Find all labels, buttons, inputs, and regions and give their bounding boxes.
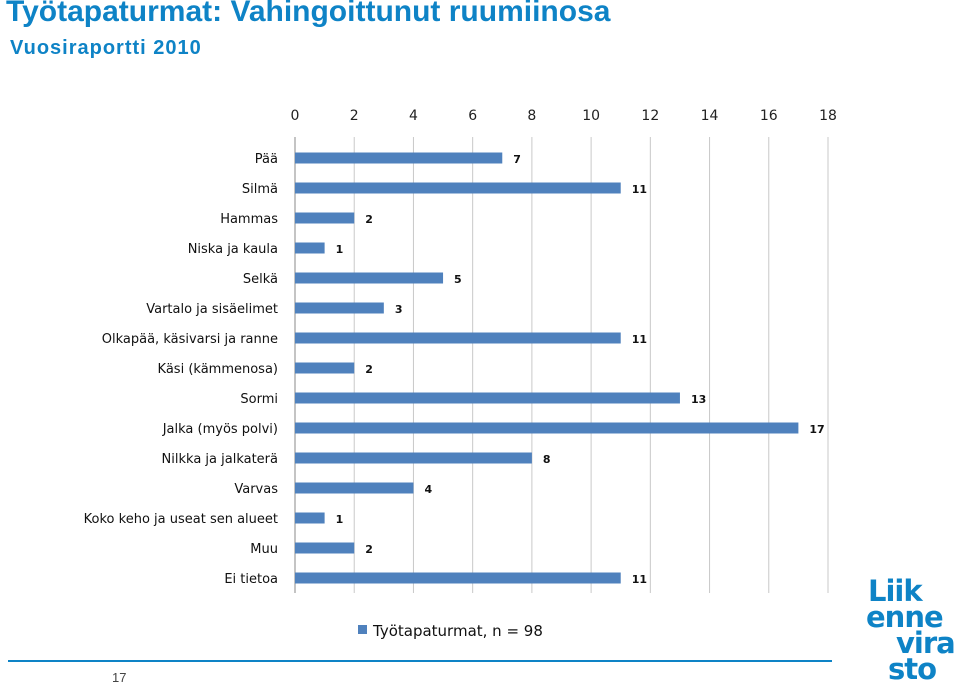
data-label: 1: [336, 513, 344, 526]
category-label: Silmä: [242, 182, 278, 197]
category-label: Sormi: [240, 392, 278, 407]
gridlines: [294, 137, 829, 593]
data-label: 3: [395, 303, 403, 316]
logo-line-2: enne: [866, 600, 944, 634]
bar: [295, 182, 621, 194]
bar: [295, 272, 444, 284]
legend-swatch: [358, 625, 367, 634]
bar: [295, 422, 799, 434]
data-label: 7: [513, 153, 521, 166]
data-label: 4: [424, 483, 432, 496]
x-tick-label: 4: [409, 108, 418, 124]
category-label: Muu: [250, 542, 278, 557]
bar: [295, 152, 503, 164]
category-label: Nilkka ja jalkaterä: [162, 452, 278, 467]
bar: [295, 482, 414, 494]
x-tick-label: 16: [760, 108, 778, 124]
legend-label: Työtapaturmat, n = 98: [372, 622, 543, 640]
legend: Työtapaturmat, n = 98: [358, 622, 543, 640]
category-label: Koko keho ja useat sen alueet: [84, 512, 278, 527]
logo-line-4: sto: [888, 652, 937, 686]
footer-divider: [8, 660, 832, 662]
x-tick-label: 8: [527, 108, 536, 124]
bar: [295, 512, 325, 524]
page-title: Työtapaturmat: Vahingoittunut ruumiinosa: [6, 0, 611, 28]
bar: [295, 452, 532, 464]
bars: [295, 152, 799, 584]
logo-line-1: Liik: [868, 574, 923, 608]
category-labels: Pää Silmä Hammas Niska ja kaula Selkä Vartalo…: [84, 152, 279, 587]
x-tick-label: 6: [468, 108, 477, 124]
category-label: Jalka (myös polvi): [162, 422, 278, 437]
category-label: Vartalo ja sisäelimet: [146, 302, 278, 317]
x-axis-ticks: 0 2 4 6 8 10 12 14 16 18: [291, 108, 837, 124]
data-label: 8: [543, 453, 551, 466]
bar: [295, 332, 621, 344]
x-tick-label: 10: [582, 108, 600, 124]
category-label: Pää: [255, 152, 278, 167]
data-label: 1: [336, 243, 344, 256]
logo-line-3: vira: [896, 626, 956, 660]
bar: [295, 392, 680, 404]
bar: [295, 212, 355, 224]
category-label: Käsi (kämmenosa): [158, 362, 278, 377]
category-label: Selkä: [243, 272, 278, 287]
x-tick-label: 18: [819, 108, 837, 124]
data-label: 2: [365, 363, 373, 376]
x-tick-label: 2: [350, 108, 359, 124]
bar: [295, 362, 355, 374]
bar: [295, 242, 325, 254]
liikennevirasto-logo: Liik enne vira sto: [864, 576, 960, 684]
data-label: 11: [632, 573, 647, 586]
data-label: 5: [454, 273, 462, 286]
bar: [295, 302, 384, 314]
page-number: 17: [112, 670, 127, 685]
data-label: 13: [691, 393, 706, 406]
bar: [295, 572, 621, 584]
page-subtitle: Vuosiraportti 2010: [10, 37, 202, 59]
bar: [295, 542, 355, 554]
data-label: 11: [632, 183, 647, 196]
data-label: 2: [365, 543, 373, 556]
category-label: Ei tietoa: [224, 572, 278, 587]
data-labels: 7 11 2 1 5 3 11 2 13 17 8 4 1 2 11: [336, 153, 825, 586]
category-label: Varvas: [234, 482, 278, 497]
x-tick-label: 0: [291, 108, 300, 124]
category-label: Hammas: [220, 212, 278, 227]
category-label: Olkapää, käsivarsi ja ranne: [102, 332, 278, 347]
data-label: 2: [365, 213, 373, 226]
data-label: 17: [809, 423, 824, 436]
data-label: 11: [632, 333, 647, 346]
x-tick-label: 14: [701, 108, 719, 124]
category-label: Niska ja kaula: [188, 242, 278, 257]
x-tick-label: 12: [641, 108, 659, 124]
